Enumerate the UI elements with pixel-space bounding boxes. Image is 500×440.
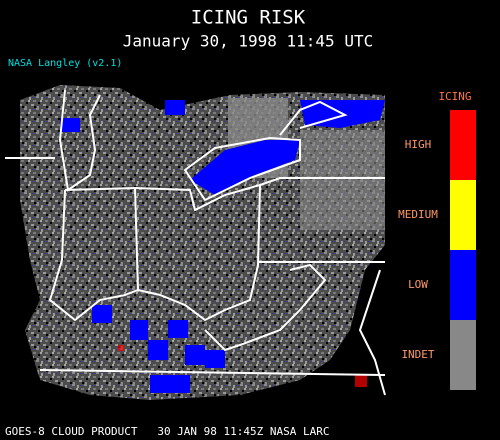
footer: GOES-8 CLOUD PRODUCT 30 JAN 98 11:45Z NA… <box>5 425 330 438</box>
legend-swatch <box>450 180 476 250</box>
legend-swatch <box>450 320 476 390</box>
legend-label: LOW <box>408 278 428 291</box>
legend-swatch <box>450 250 476 320</box>
map-title: ICING RISK <box>191 7 306 29</box>
cloud-field <box>20 85 385 400</box>
legend-label: INDET <box>401 348 434 361</box>
timestamp: January 30, 1998 11:45 UTC <box>123 32 373 51</box>
legend-label: HIGH <box>405 138 432 151</box>
legend-title: ICING <box>438 90 471 103</box>
boundaries <box>5 89 386 396</box>
legend-swatch <box>450 110 476 180</box>
legend: HIGH MEDIUM LOW INDET <box>398 110 476 390</box>
legend-label: MEDIUM <box>398 208 438 221</box>
version-label: NASA Langley (v2.1) <box>8 58 122 69</box>
